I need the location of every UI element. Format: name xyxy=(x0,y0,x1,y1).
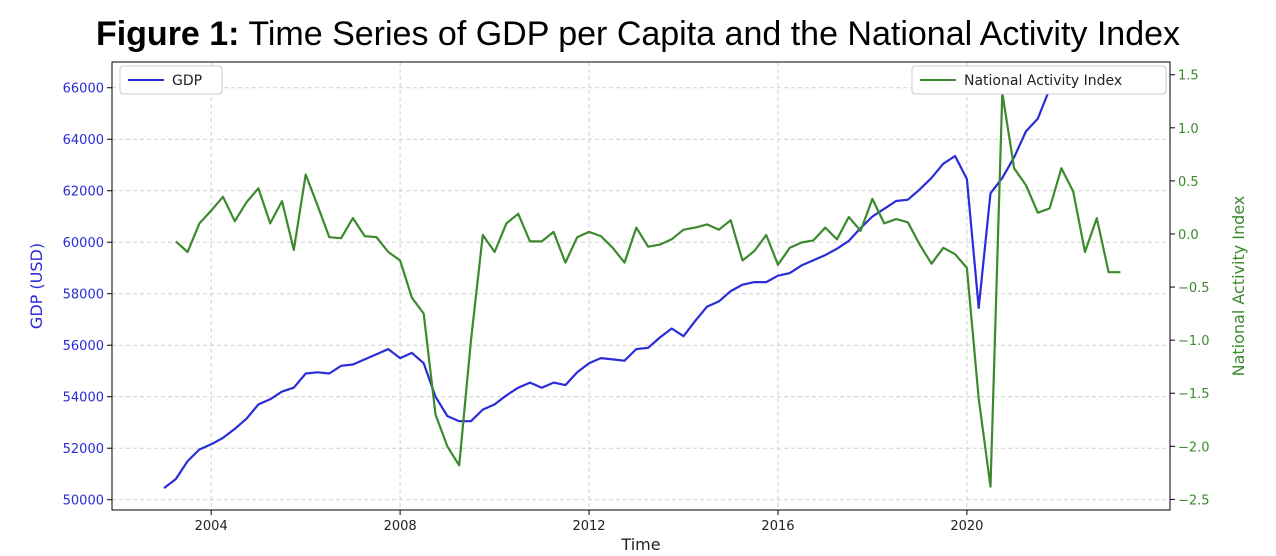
y-left-tick-label: 58000 xyxy=(63,288,104,303)
y-right-tick-label: −2.0 xyxy=(1178,440,1210,455)
y-axis-label-right: National Activity Index xyxy=(1229,196,1248,377)
y-left-tick-label: 60000 xyxy=(63,236,104,251)
y-axis-right: −2.5 −2.0 −1.5 −1.0 −0.5 0.0 0.5 1.0 1.5 xyxy=(1170,69,1210,508)
y-left-tick-label: 62000 xyxy=(63,185,104,200)
x-axis-label: Time xyxy=(620,535,660,554)
y-left-tick-label: 54000 xyxy=(63,391,104,406)
x-tick-label: 2004 xyxy=(195,519,228,534)
legend-nai: National Activity Index xyxy=(911,65,1167,95)
x-tick-label: 2008 xyxy=(384,519,417,534)
legend-gdp-label: GDP xyxy=(172,73,202,89)
x-axis: 2004 2008 2012 2016 2020 xyxy=(195,510,983,534)
x-tick-label: 2016 xyxy=(761,519,794,534)
y-right-tick-label: 0.0 xyxy=(1178,228,1199,243)
y-axis-left: 50000 52000 54000 56000 58000 60000 62000 64000… xyxy=(63,82,112,509)
x-tick-label: 2020 xyxy=(950,519,983,534)
y-right-tick-label: −0.5 xyxy=(1178,281,1210,296)
y-left-tick-label: 66000 xyxy=(63,82,104,97)
y-left-tick-label: 52000 xyxy=(63,442,104,457)
grid-lines xyxy=(112,62,1170,510)
y-right-tick-label: −1.5 xyxy=(1178,387,1210,402)
figure-label: Figure 1: xyxy=(95,15,240,53)
series-group xyxy=(163,74,1121,489)
series-line-nai xyxy=(175,91,1121,488)
y-axis-label-left: GDP (USD) xyxy=(27,243,46,329)
series-line-gdp xyxy=(163,74,1098,489)
figure-title: Figure 1: Time Series of GDP per Capita … xyxy=(0,14,1276,54)
legend-gdp: GDP xyxy=(119,65,223,95)
y-left-tick-label: 56000 xyxy=(63,339,104,354)
y-right-tick-label: 0.5 xyxy=(1178,175,1199,190)
legend-nai-box xyxy=(911,65,1167,95)
plot-frame xyxy=(111,61,1171,511)
y-left-tick-label: 50000 xyxy=(63,494,104,509)
y-right-tick-label: −1.0 xyxy=(1178,334,1210,349)
y-right-tick-label: 1.5 xyxy=(1178,69,1199,84)
x-tick-label: 2012 xyxy=(572,519,605,534)
y-left-tick-label: 64000 xyxy=(63,133,104,148)
figure-title-text: Time Series of GDP per Capita and the Na… xyxy=(248,15,1181,53)
y-right-tick-label: 1.0 xyxy=(1178,122,1199,137)
y-right-tick-label: −2.5 xyxy=(1178,493,1210,508)
legend-gdp-box xyxy=(119,65,223,95)
legend-nai-label: National Activity Index xyxy=(964,73,1122,89)
